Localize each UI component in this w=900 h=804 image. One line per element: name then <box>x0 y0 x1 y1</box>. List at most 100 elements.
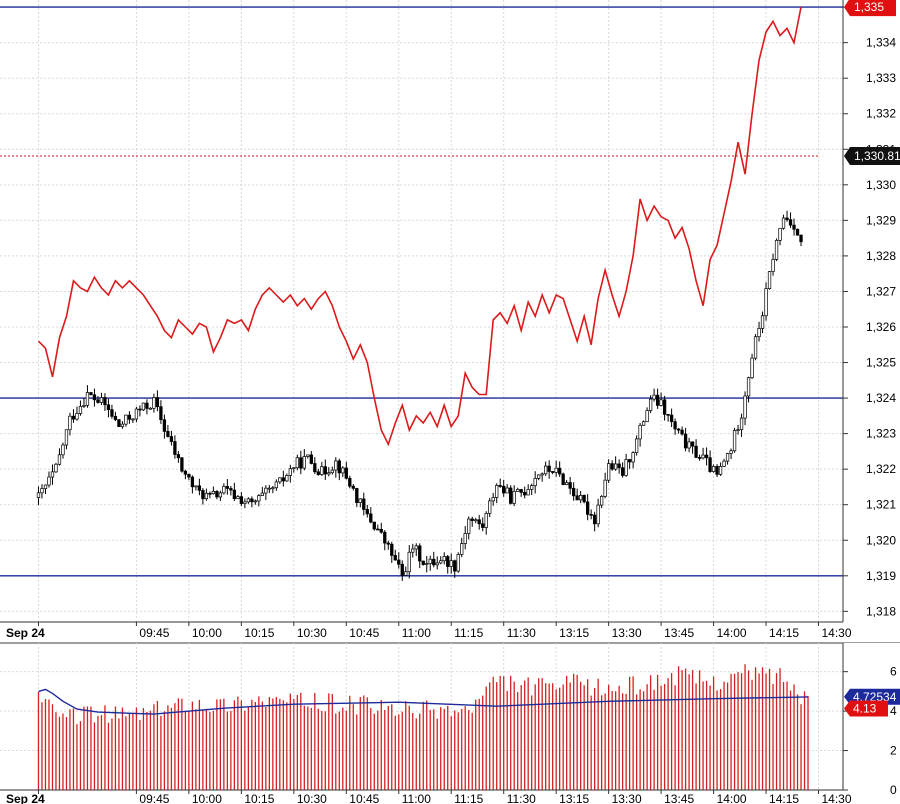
candle-body <box>652 394 656 400</box>
x-tick-label: 10:15 <box>244 626 274 640</box>
volume-value-tag-label: 4.72534 <box>853 690 897 704</box>
volume-time-axis: Sep 24 09:45 10:00 10:15 10:30 10:45 11:00 11:1… <box>0 789 852 804</box>
candle-body <box>498 485 502 487</box>
candle-body <box>582 494 586 503</box>
price-y-tick-label: 1,325 <box>866 356 896 370</box>
candle-body <box>299 457 303 469</box>
candle-body <box>428 558 432 564</box>
candle-body <box>134 408 139 420</box>
volume-y-axis-ticks: 0 2 4 6 <box>843 665 897 797</box>
candle-body <box>117 419 121 427</box>
candle-body <box>701 454 705 459</box>
candle-body <box>295 457 299 469</box>
candle-body <box>579 494 583 501</box>
candle-body <box>708 457 712 472</box>
candle-body <box>348 477 352 487</box>
candle-body <box>446 556 450 567</box>
candle-body <box>145 402 149 409</box>
x-tick-label: 11:30 <box>507 792 536 804</box>
x-tick-label: Sep 24 <box>6 792 45 804</box>
x-tick-label: 09:45 <box>139 792 169 804</box>
candle-body <box>341 467 345 474</box>
price-y-tick-label: 1,319 <box>866 569 896 583</box>
candle-body <box>330 469 334 474</box>
candle-body <box>495 485 499 498</box>
price-tag-label: 1,330.81 <box>854 149 900 163</box>
candle-body <box>488 500 492 514</box>
candle-body <box>512 491 516 504</box>
candle-body <box>554 467 558 473</box>
price-y-tick-label: 1,318 <box>866 604 896 618</box>
candle-body <box>666 413 670 416</box>
candle-body <box>750 357 754 379</box>
candle-body <box>474 519 478 522</box>
candle-body <box>197 485 202 491</box>
candle-body <box>376 528 380 531</box>
candle-body <box>222 486 226 494</box>
candle-body <box>523 492 527 496</box>
x-tick-label: 14:00 <box>717 792 747 804</box>
price-tag <box>844 147 900 166</box>
candle-body <box>795 228 800 236</box>
candle-body <box>218 492 223 498</box>
candle-body <box>365 509 369 515</box>
candle-body <box>673 421 677 430</box>
candle-body <box>519 489 523 493</box>
candle-body <box>505 487 509 494</box>
candle-body <box>89 392 93 396</box>
candle-body <box>344 467 348 479</box>
candle-body <box>264 487 268 494</box>
candle-body <box>662 399 667 415</box>
volume-y-tick-label: 4 <box>890 704 897 718</box>
price-y-tick-label: 1,332 <box>866 107 896 121</box>
price-tag <box>844 0 896 17</box>
candle-body <box>120 423 125 427</box>
candle-body <box>547 465 551 472</box>
candle-body <box>694 445 698 458</box>
candle-body <box>50 471 55 478</box>
candle-body <box>337 460 341 474</box>
candle-body <box>404 571 408 576</box>
candle-body <box>85 392 90 406</box>
x-tick-label: 13:45 <box>664 626 694 640</box>
candle-body <box>127 414 132 420</box>
candle-body <box>781 217 786 229</box>
candle-body <box>596 504 600 525</box>
candle-body <box>785 217 789 220</box>
candle-body <box>292 467 296 470</box>
price-tags: 1,335 1,330.81 <box>844 0 900 166</box>
candle-body <box>732 430 737 452</box>
candle-body <box>327 472 331 475</box>
price-y-tick-label: 1,321 <box>866 498 896 512</box>
candle-body <box>704 454 709 459</box>
candle-body <box>453 560 457 572</box>
candle-body <box>78 406 83 414</box>
candle-body <box>204 492 209 500</box>
candle-body <box>110 409 114 417</box>
candle-body <box>138 408 142 411</box>
x-tick-label: Sep 24 <box>6 626 45 640</box>
candle-body <box>711 466 716 472</box>
x-tick-label: 14:15 <box>769 626 799 640</box>
x-tick-label: 14:00 <box>717 626 747 640</box>
candle-body <box>232 489 237 500</box>
candle-body <box>432 558 436 566</box>
candle-body <box>418 545 422 562</box>
candle-body <box>183 470 188 475</box>
candle-body <box>278 477 282 483</box>
x-tick-label: 13:45 <box>664 792 694 804</box>
candle-body <box>561 473 565 486</box>
candle-body <box>302 456 306 469</box>
price-y-tick-label: 1,333 <box>866 71 896 85</box>
candle-body <box>379 528 383 533</box>
price-x-axis-ticks: Sep 24 09:45 10:00 10:15 10:30 10:45 11:00 11:1… <box>6 622 852 640</box>
candle-body <box>645 410 649 423</box>
volume-y-tick-label: 6 <box>890 665 897 679</box>
candle-body <box>169 436 174 442</box>
candle-body <box>729 450 733 454</box>
candle-body <box>470 518 474 521</box>
x-tick-label: 11:00 <box>402 626 431 640</box>
price-axis-background <box>843 0 900 622</box>
candle-body <box>131 418 135 421</box>
x-tick-label: 10:15 <box>244 792 274 804</box>
